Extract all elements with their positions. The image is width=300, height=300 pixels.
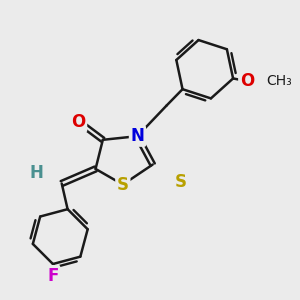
Text: S: S [174,173,186,191]
Text: N: N [130,127,144,145]
Text: S: S [117,176,129,194]
Text: H: H [29,164,43,181]
Text: O: O [71,112,85,130]
Text: CH₃: CH₃ [266,74,292,88]
Text: O: O [240,72,254,90]
Text: F: F [47,267,58,285]
